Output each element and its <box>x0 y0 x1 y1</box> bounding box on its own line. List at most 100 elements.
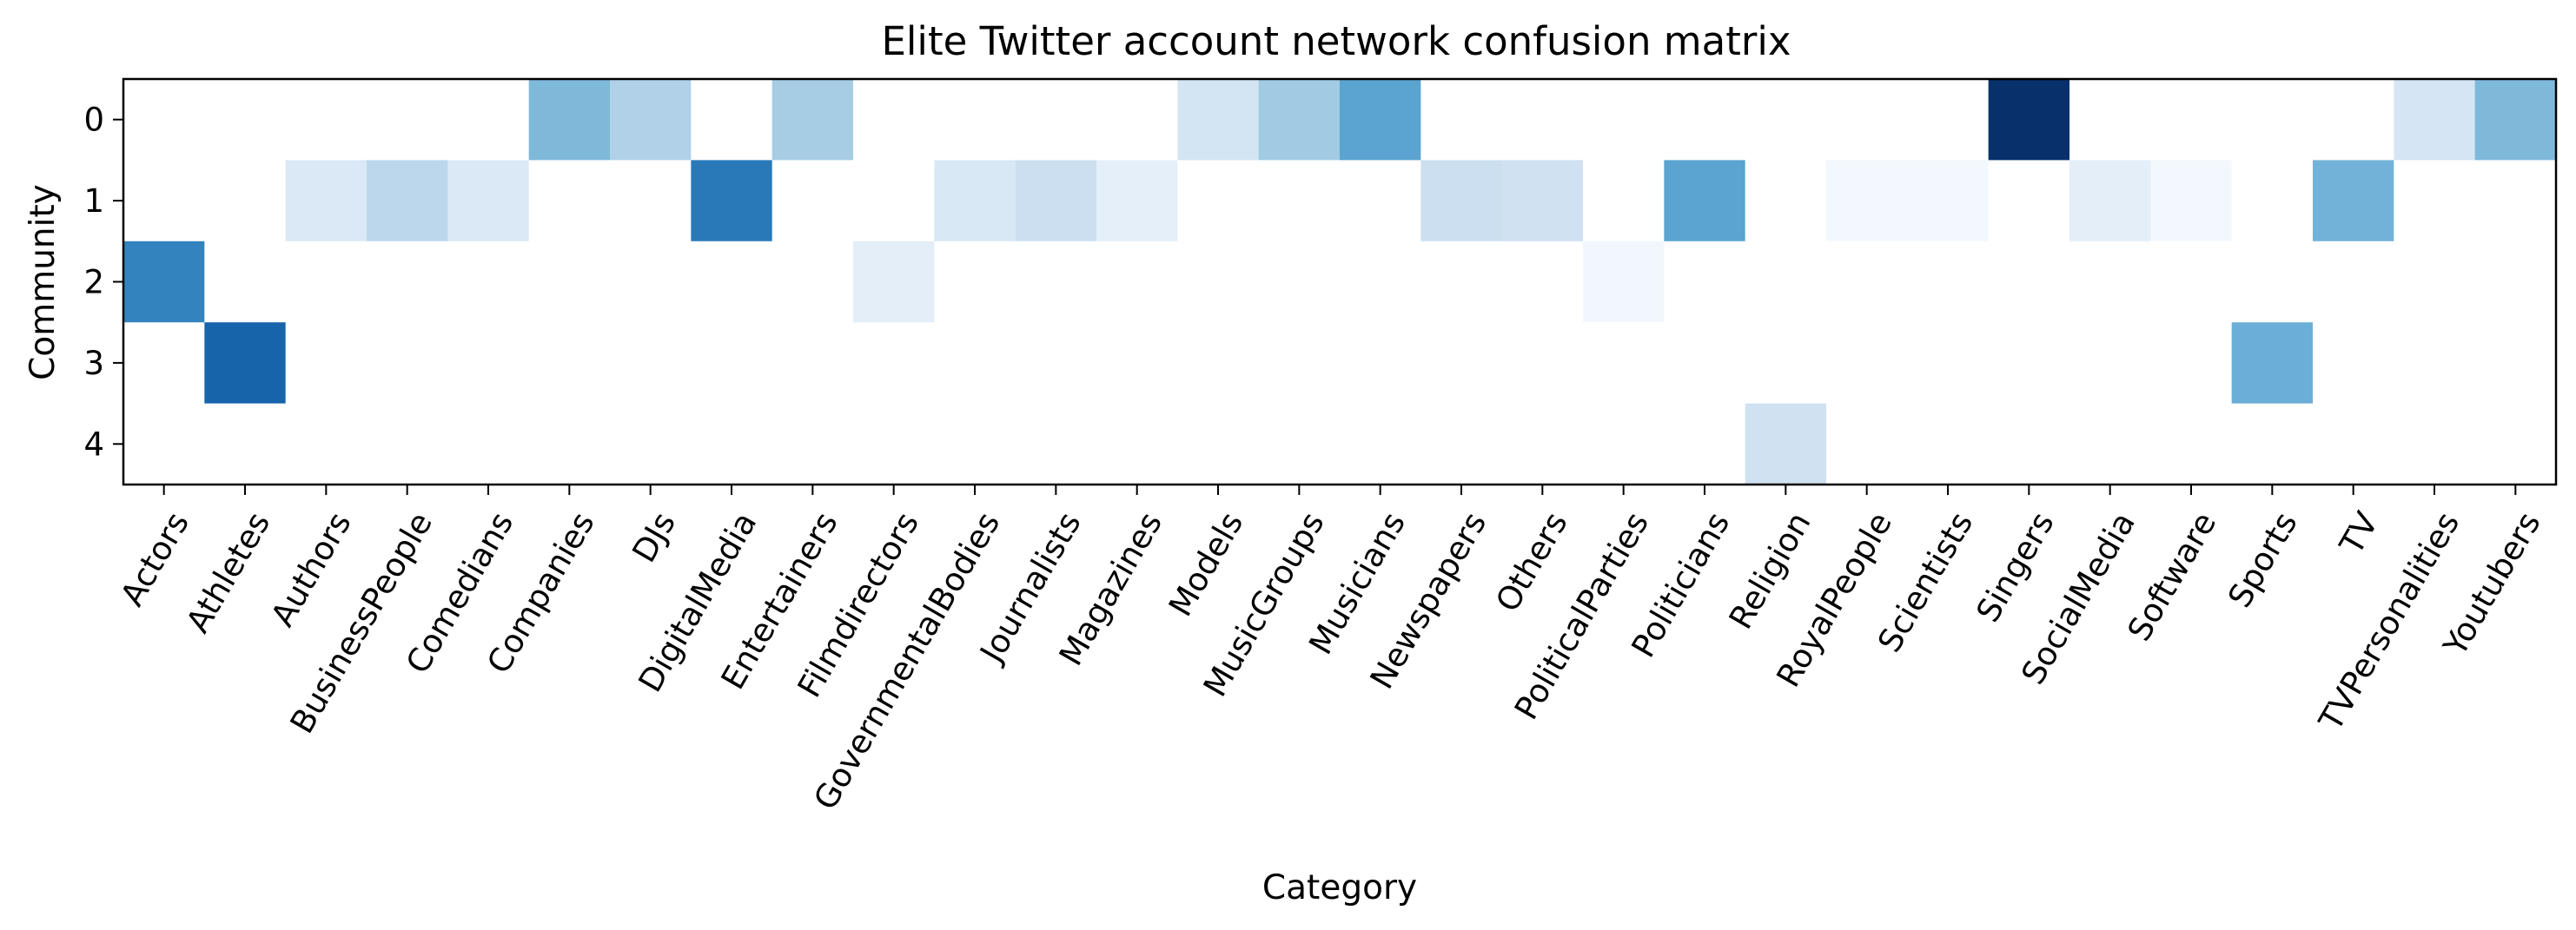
heatmap-cell-r1-c11 <box>1015 160 1097 242</box>
heatmap-cell-r3-c21 <box>1826 322 1908 405</box>
heatmap-cell-r2-c4 <box>447 241 530 323</box>
heatmap-cell-r0-c11 <box>1015 79 1097 161</box>
heatmap-cell-r2-c17 <box>1501 241 1584 323</box>
heatmap-cell-r2-c25 <box>2150 241 2233 323</box>
heatmap-cell-r1-c22 <box>1907 160 1990 242</box>
heatmap-cell-r1-c1 <box>204 160 287 242</box>
heatmap-cell-r0-c22 <box>1907 79 1990 161</box>
heatmap-cell-r1-c4 <box>447 160 530 242</box>
heatmap-cell-r4-c25 <box>2150 403 2233 485</box>
heatmap-cell-r3-c10 <box>934 322 1016 405</box>
heatmap-cell-r1-c9 <box>853 160 935 242</box>
heatmap-cell-r3-c1 <box>204 322 287 405</box>
heatmap-cell-r3-c29 <box>2474 322 2557 405</box>
heatmap-cell-r0-c1 <box>204 79 287 161</box>
heatmap-cells <box>123 79 2557 485</box>
heatmap-cell-r4-c16 <box>1420 403 1503 485</box>
heatmap-cell-r2-c9 <box>853 241 935 323</box>
heatmap-cell-r0-c24 <box>2069 79 2151 161</box>
heatmap-cell-r4-c15 <box>1340 403 1421 485</box>
heatmap-cell-r0-c28 <box>2394 79 2476 161</box>
heatmap-cell-r1-c8 <box>771 160 854 242</box>
heatmap-cell-r3-c20 <box>1745 322 1827 405</box>
heatmap-cell-r1-c20 <box>1745 160 1827 242</box>
heatmap-cell-r1-c5 <box>528 160 611 242</box>
heatmap-cell-r3-c25 <box>2150 322 2233 405</box>
heatmap-cell-r3-c14 <box>1258 322 1341 405</box>
heatmap-cell-r3-c13 <box>1177 322 1260 405</box>
heatmap-cell-r2-c14 <box>1258 241 1341 323</box>
heatmap-cell-r4-c13 <box>1177 403 1260 485</box>
heatmap-cell-r2-c20 <box>1745 241 1827 323</box>
heatmap-cell-r0-c20 <box>1745 79 1827 161</box>
heatmap-cell-r4-c12 <box>1096 403 1178 485</box>
heatmap-cell-r0-c9 <box>853 79 935 161</box>
heatmap-cell-r4-c29 <box>2474 403 2557 485</box>
heatmap-cell-r2-c1 <box>204 241 287 323</box>
heatmap-cell-r1-c16 <box>1420 160 1503 242</box>
heatmap-cell-r0-c27 <box>2313 79 2394 161</box>
heatmap-cell-r1-c24 <box>2069 160 2151 242</box>
heatmap-cell-r4-c20 <box>1745 403 1827 485</box>
heatmap-cell-r0-c10 <box>934 79 1016 161</box>
heatmap-cell-r3-c4 <box>447 322 530 405</box>
y-axis-label: Community <box>23 184 63 380</box>
heatmap-cell-r2-c2 <box>285 241 368 323</box>
heatmap-cell-r4-c1 <box>204 403 287 485</box>
heatmap-cell-r3-c12 <box>1096 322 1178 405</box>
heatmap-cell-r0-c23 <box>1988 79 2070 161</box>
heatmap-cell-r4-c17 <box>1501 403 1584 485</box>
heatmap-cell-r4-c14 <box>1258 403 1341 485</box>
heatmap-cell-r4-c18 <box>1583 403 1665 485</box>
heatmap-cell-r3-c0 <box>123 322 205 405</box>
heatmap-cell-r4-c0 <box>123 403 205 485</box>
heatmap-cell-r1-c17 <box>1501 160 1584 242</box>
heatmap-cell-r4-c24 <box>2069 403 2151 485</box>
heatmap-cell-r3-c2 <box>285 322 368 405</box>
heatmap-cell-r3-c26 <box>2231 322 2314 405</box>
heatmap-cell-r4-c7 <box>691 403 773 485</box>
heatmap-cell-r0-c0 <box>123 79 205 161</box>
heatmap-cell-r4-c3 <box>367 403 448 485</box>
heatmap-cell-r2-c12 <box>1096 241 1178 323</box>
heatmap-cell-r0-c18 <box>1583 79 1665 161</box>
heatmap-cell-r1-c29 <box>2474 160 2557 242</box>
y-tick-label: 4 <box>83 425 104 463</box>
heatmap-cell-r2-c11 <box>1015 241 1097 323</box>
heatmap-cell-r4-c10 <box>934 403 1016 485</box>
y-tick-label: 1 <box>83 182 104 220</box>
heatmap-cell-r1-c21 <box>1826 160 1908 242</box>
heatmap-cell-r0-c8 <box>771 79 854 161</box>
heatmap-cell-r2-c16 <box>1420 241 1503 323</box>
heatmap-cell-r2-c26 <box>2231 241 2314 323</box>
heatmap-cell-r0-c7 <box>691 79 773 161</box>
heatmap-cell-r1-c6 <box>610 160 692 242</box>
heatmap-cell-r0-c25 <box>2150 79 2233 161</box>
heatmap-cell-r4-c23 <box>1988 403 2070 485</box>
heatmap-cell-r1-c3 <box>367 160 448 242</box>
heatmap-cell-r0-c26 <box>2231 79 2314 161</box>
heatmap-cell-r1-c28 <box>2394 160 2476 242</box>
heatmap-cell-r3-c27 <box>2313 322 2394 405</box>
heatmap-cell-r1-c18 <box>1583 160 1665 242</box>
x-axis-label: Category <box>1262 868 1417 907</box>
heatmap-cell-r3-c23 <box>1988 322 2070 405</box>
heatmap-cell-r2-c6 <box>610 241 692 323</box>
y-tick-label: 0 <box>83 102 104 139</box>
heatmap-cell-r0-c17 <box>1501 79 1584 161</box>
heatmap-cell-r3-c8 <box>771 322 854 405</box>
heatmap-cell-r0-c6 <box>610 79 692 161</box>
heatmap-cell-r2-c5 <box>528 241 611 323</box>
heatmap-cell-r2-c3 <box>367 241 448 323</box>
heatmap-cell-r2-c10 <box>934 241 1016 323</box>
heatmap-cell-r4-c8 <box>771 403 854 485</box>
heatmap-cell-r1-c7 <box>691 160 773 242</box>
y-axis-ticks: 0 1 2 3 4 <box>83 102 123 463</box>
heatmap-cell-r1-c12 <box>1096 160 1178 242</box>
heatmap-cell-r4-c26 <box>2231 403 2314 485</box>
heatmap-cell-r3-c9 <box>853 322 935 405</box>
heatmap-cell-r2-c22 <box>1907 241 1990 323</box>
heatmap-cell-r2-c24 <box>2069 241 2151 323</box>
